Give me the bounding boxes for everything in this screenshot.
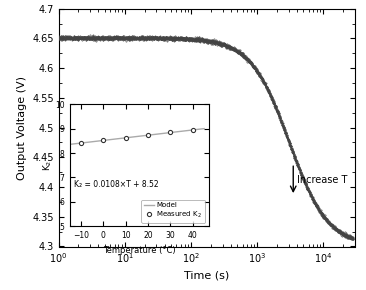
Measured K$_2$ xyxy=(191,128,195,131)
Legend: Model, Measured K$_2$: Model, Measured K$_2$ xyxy=(141,200,205,223)
Y-axis label: Output Voltage (V): Output Voltage (V) xyxy=(16,76,26,180)
Measured K$_2$ xyxy=(123,136,128,139)
Model xyxy=(195,128,199,131)
Model xyxy=(202,127,206,130)
Model xyxy=(73,142,77,146)
Y-axis label: K$_2$: K$_2$ xyxy=(41,160,54,171)
Model xyxy=(92,140,97,143)
Measured K$_2$ xyxy=(101,139,105,142)
Model xyxy=(103,138,108,142)
Text: Increase T: Increase T xyxy=(297,175,348,185)
Measured K$_2$ xyxy=(146,133,150,137)
Line: Model: Model xyxy=(70,128,204,144)
Measured K$_2$ xyxy=(168,131,173,134)
X-axis label: Time (s): Time (s) xyxy=(184,271,229,281)
Measured K$_2$ xyxy=(79,142,83,145)
Model xyxy=(75,142,80,145)
Model xyxy=(190,128,195,132)
Text: K₂ = 0.0108×T + 8.52: K₂ = 0.0108×T + 8.52 xyxy=(74,180,158,189)
X-axis label: Temperature (°C): Temperature (°C) xyxy=(103,246,175,255)
Line: Measured K$_2$: Measured K$_2$ xyxy=(79,128,195,145)
Model xyxy=(67,143,72,146)
